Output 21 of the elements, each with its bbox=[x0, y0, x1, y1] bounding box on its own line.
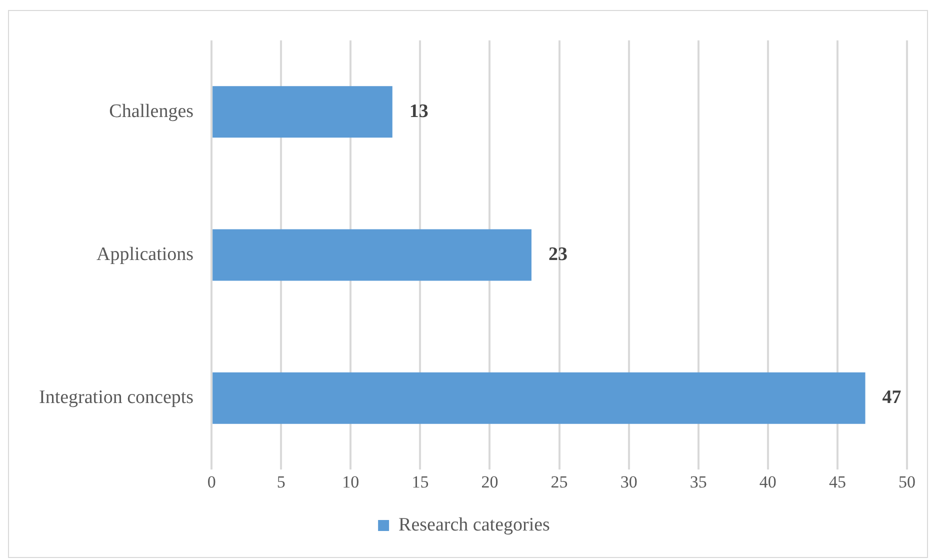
x-tick-label: 10 bbox=[342, 472, 360, 492]
data-label: 23 bbox=[548, 244, 568, 265]
x-tick-label: 30 bbox=[620, 472, 638, 492]
x-tick-label: 15 bbox=[412, 472, 429, 492]
y-tick-label: Applications bbox=[96, 244, 194, 265]
bar bbox=[212, 86, 392, 138]
bar bbox=[212, 229, 532, 281]
x-tick-label: 40 bbox=[759, 472, 776, 492]
x-tick-label: 25 bbox=[550, 472, 568, 492]
bar bbox=[212, 372, 866, 424]
x-tick-label: 45 bbox=[828, 472, 846, 492]
y-tick-label: Challenges bbox=[109, 100, 194, 122]
data-label: 47 bbox=[882, 386, 902, 408]
legend-label: Research categories bbox=[398, 514, 550, 536]
x-tick-label: 50 bbox=[898, 472, 916, 492]
x-tick-label: 35 bbox=[690, 472, 707, 492]
x-tick-label: 0 bbox=[207, 472, 216, 492]
x-tick-label: 5 bbox=[276, 472, 286, 492]
x-tick-label: 20 bbox=[481, 472, 498, 492]
y-tick-label: Integration concepts bbox=[38, 387, 194, 408]
data-label: 13 bbox=[409, 100, 428, 122]
